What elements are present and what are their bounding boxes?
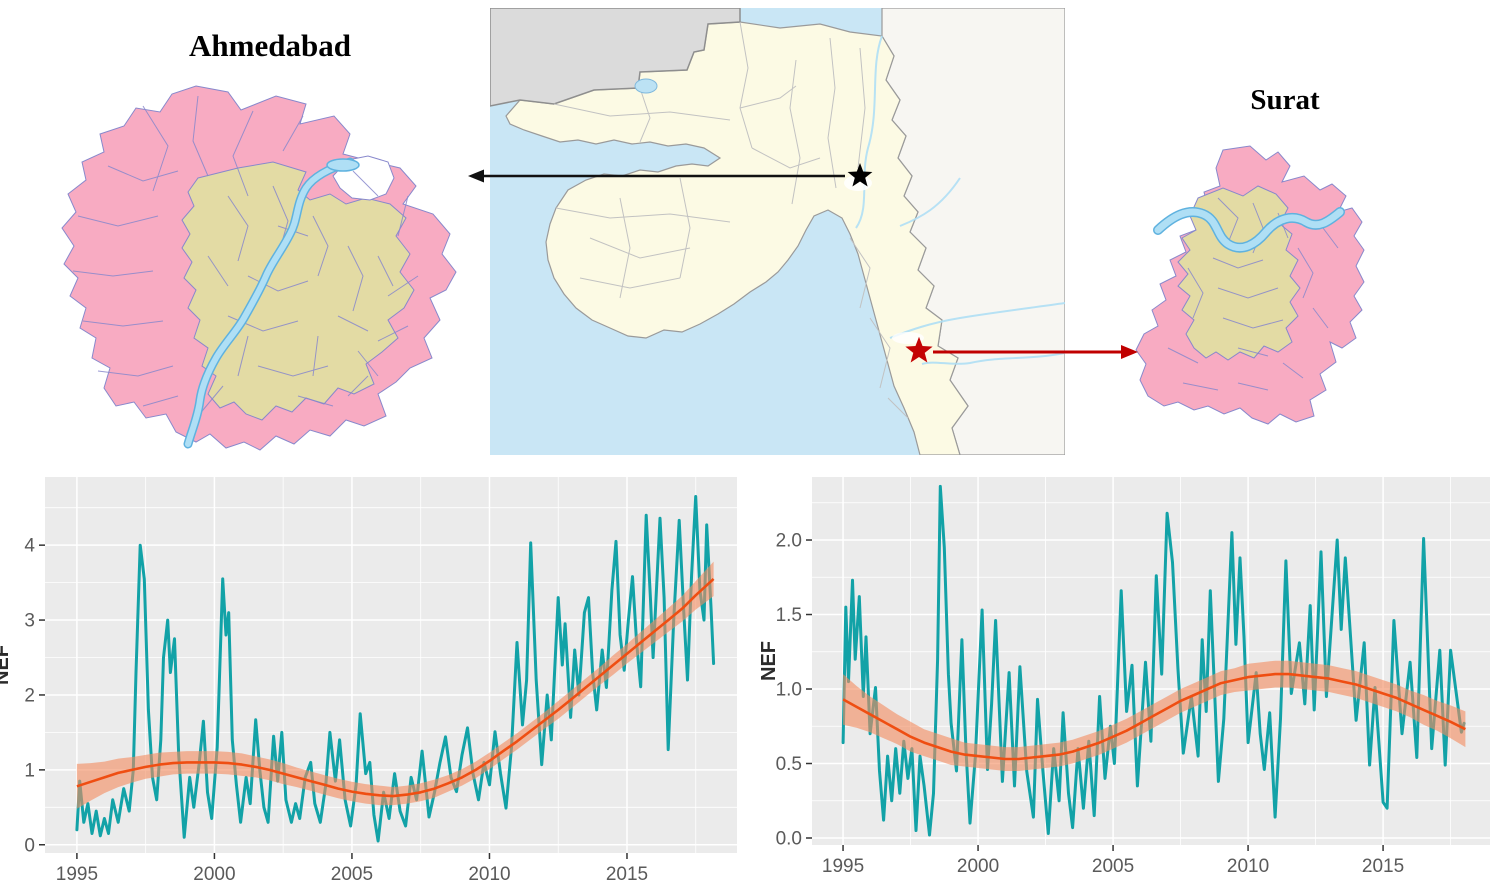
sabarmati-river (183, 157, 360, 449)
x-tick-label: 2010 (1227, 856, 1269, 877)
y-tick-label: 1.0 (776, 680, 802, 701)
gujarat-locator-map (490, 8, 1065, 455)
y-tick-label: 2.0 (776, 531, 802, 552)
x-tick-label: 2015 (1362, 856, 1404, 877)
y-tick-label: 1 (24, 760, 35, 781)
grid-lines (45, 477, 737, 853)
x-tick-label: 1995 (822, 856, 864, 877)
rivers (855, 35, 1065, 365)
y-tick-label: 0.5 (776, 754, 802, 775)
y-tick-label: 0.0 (776, 828, 802, 849)
y-tick-label: 0 (24, 835, 35, 856)
x-tick-label: 2010 (468, 864, 510, 885)
surat-map-title: Surat (1250, 84, 1320, 116)
gujarat-state (505, 21, 969, 455)
y-tick-label: 3 (24, 611, 35, 632)
x-tick-label: 2005 (331, 864, 373, 885)
x-tick-label: 2015 (606, 864, 648, 885)
y-tick-label: 4 (24, 536, 35, 557)
y-tick-label: 1.5 (776, 605, 802, 626)
district-boundaries (553, 21, 909, 419)
x-tick-label: 2005 (1092, 856, 1134, 877)
confidence-band (76, 561, 714, 809)
lake (634, 78, 658, 94)
nef-chart-surat: 1995 2000 2005 2010 2015 0.0 0.5 1.0 1.5 2.0 NEF (758, 477, 1490, 877)
pakistan-area (490, 8, 741, 107)
nef-chart-ahmedabad: 1995 2000 2005 2010 2015 0 1 2 3 4 NEF (0, 477, 737, 885)
surat-ward-boundaries (1167, 197, 1339, 391)
trend-line (842, 672, 1466, 761)
surat-ward-map (1135, 145, 1365, 425)
ahmedabad-district-patch (844, 175, 872, 191)
tick-marks (806, 539, 1384, 851)
ahmedabad-inner-wards (181, 161, 415, 421)
tapi-river (1153, 207, 1345, 253)
x-tick-label: 2000 (957, 856, 999, 877)
nef-series-line (75, 495, 716, 843)
surat-district-patch (892, 332, 924, 344)
y-axis-title: NEF (758, 641, 780, 681)
ahmedabad-map-title: Ahmedabad (189, 28, 351, 63)
tick-marks (39, 544, 628, 859)
y-tick-label: 2 (24, 685, 35, 706)
x-tick-label: 1995 (56, 864, 98, 885)
x-tick-label: 2000 (193, 864, 235, 885)
ahmedabad-ward-boundaries (72, 95, 419, 417)
ahmedabad-ward-map (61, 85, 457, 451)
y-axis-title: NEF (0, 645, 13, 685)
trend-line (76, 577, 715, 798)
